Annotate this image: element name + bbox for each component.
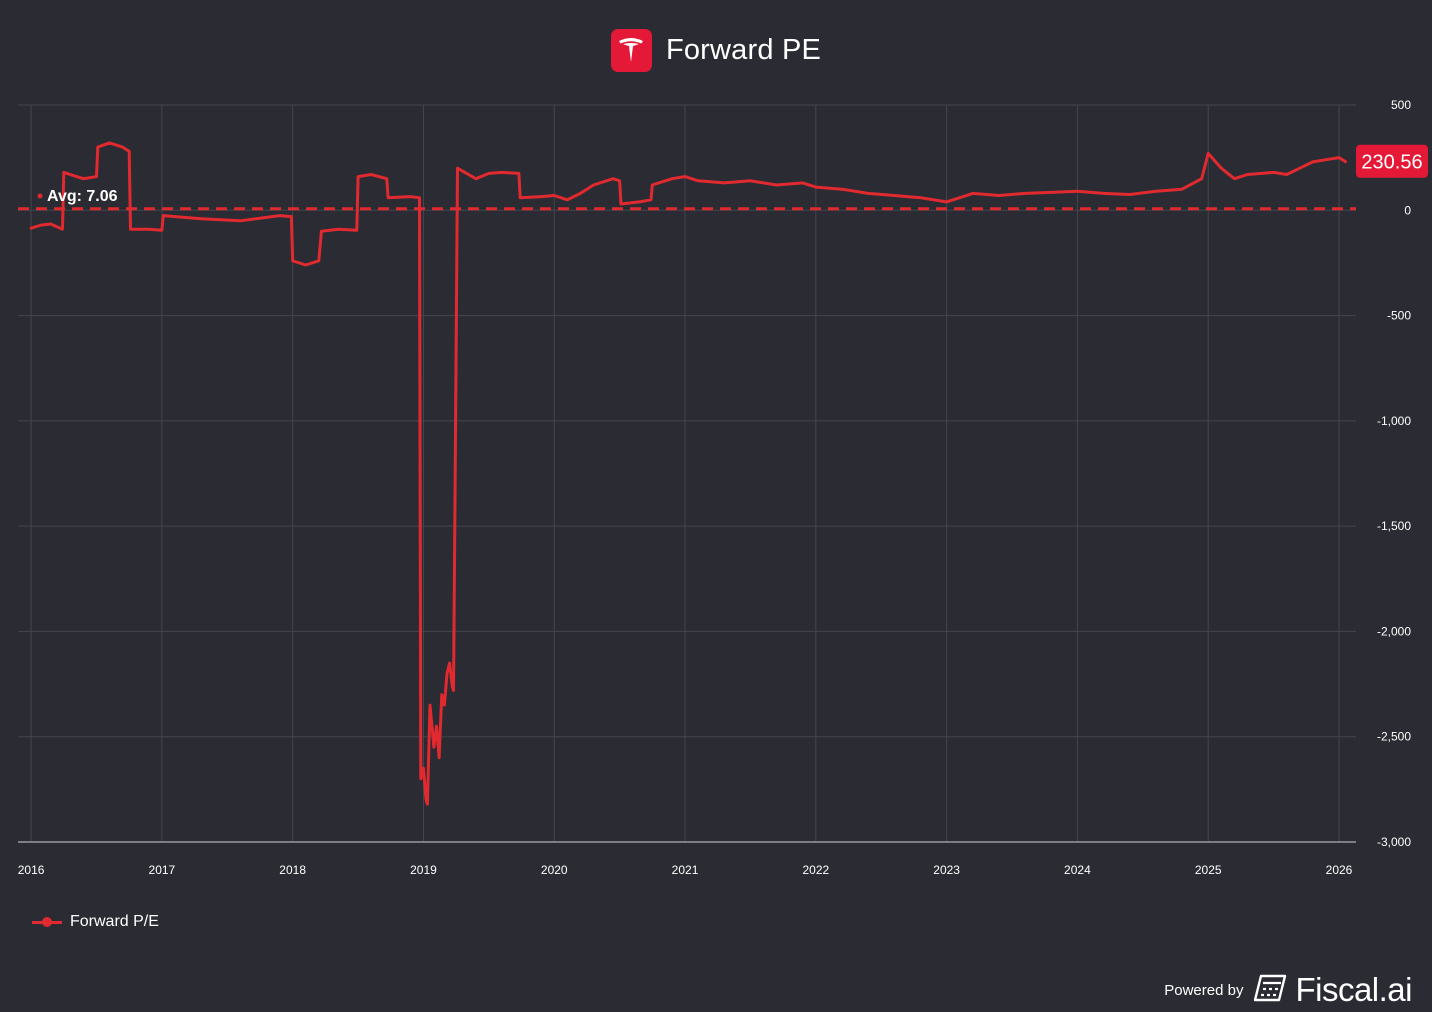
x-tick-label: 2022 — [802, 863, 829, 877]
legend-label: Forward P/E — [70, 913, 159, 930]
x-tick-label: 2023 — [933, 863, 960, 877]
y-tick-label: 0 — [1404, 203, 1411, 217]
label-group: Avg: 7.06 230.56 — [37, 144, 1428, 205]
y-tick-label: -2,000 — [1377, 624, 1411, 638]
footer-attribution[interactable]: Powered by Fiscal.ai — [1164, 971, 1412, 1008]
x-tick-label: 2016 — [18, 863, 45, 877]
series-group — [29, 141, 1347, 806]
chart-axes: 500 0 -500 -1,000 -1,500 -2,000 -2,500 -3,000 20… — [18, 98, 1412, 877]
chart-grid — [18, 104, 1356, 842]
x-tick-label: 2025 — [1195, 863, 1222, 877]
legend-line-marker — [32, 916, 62, 927]
chart-header: Forward PE — [0, 28, 1432, 72]
x-tick-label: 2020 — [541, 863, 568, 877]
page-title: Forward PE — [665, 33, 822, 66]
series-line-forward-pe — [29, 141, 1347, 806]
y-tick-label: 500 — [1391, 98, 1411, 112]
powered-by-text: Powered by — [1164, 981, 1244, 999]
tesla-logo-icon — [610, 28, 652, 72]
x-tick-label: 2018 — [279, 863, 306, 877]
chart-legend[interactable]: Forward P/E — [32, 910, 159, 934]
y-tick-label: -3,000 — [1377, 835, 1411, 849]
x-tick-label: 2021 — [672, 863, 699, 877]
average-label: Avg: 7.06 — [47, 188, 118, 205]
last-value-label: 230.56 — [1361, 152, 1422, 174]
y-tick-label: -1,000 — [1377, 414, 1411, 428]
last-value-badge — [1356, 144, 1428, 178]
y-tick-label: -1,500 — [1377, 519, 1411, 533]
fiscal-brand-name: Fiscal.ai — [1295, 971, 1412, 1008]
average-label-dot — [37, 193, 43, 199]
x-tick-label: 2024 — [1064, 863, 1091, 877]
x-tick-label: 2026 — [1326, 863, 1353, 877]
x-tick-label: 2019 — [410, 863, 437, 877]
y-tick-label: -500 — [1387, 309, 1411, 323]
x-tick-label: 2017 — [149, 863, 176, 877]
fiscal-calculator-icon — [1253, 973, 1287, 1008]
y-tick-label: -2,500 — [1377, 730, 1411, 744]
